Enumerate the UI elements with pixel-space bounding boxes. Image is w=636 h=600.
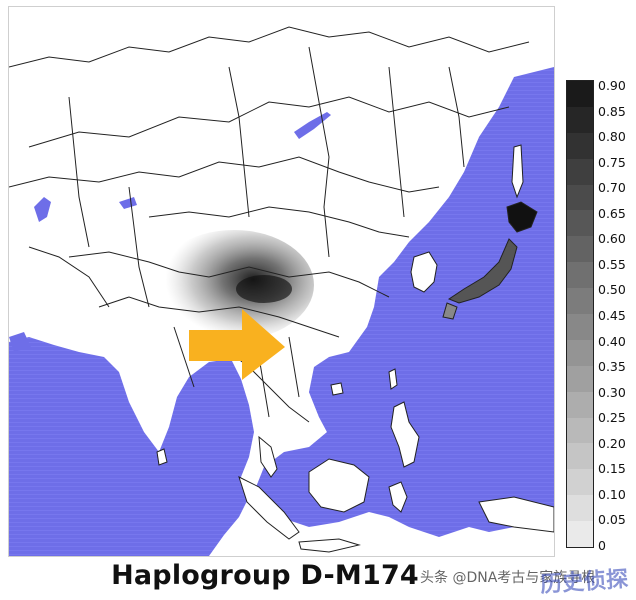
legend-tick-label: 0 — [598, 537, 606, 553]
legend-tick-label: 0.90 — [598, 77, 626, 93]
legend-tick-label: 0.20 — [598, 435, 626, 451]
legend-tick-label: 0.60 — [598, 231, 626, 247]
malay-peninsula — [258, 435, 278, 478]
new-guinea — [478, 496, 554, 533]
legend-tick-label: 0.30 — [598, 384, 626, 400]
philippines — [390, 401, 420, 468]
legend-tick-label: 0.70 — [598, 179, 626, 195]
legend-tick-label: 0.25 — [598, 409, 626, 425]
watermark-text: 头条 @DNA考古与家族寻根 — [420, 570, 596, 586]
sakhalin — [511, 144, 524, 199]
borneo — [308, 458, 370, 513]
taiwan — [388, 368, 398, 390]
haplogroup-density-core — [236, 275, 292, 303]
legend-step — [567, 158, 593, 185]
watermark-stamp: 历史侦探 — [539, 565, 629, 599]
legend-tick-label: 0.40 — [598, 333, 626, 349]
legend-tick-label: 0.55 — [598, 256, 626, 272]
legend-tick-label: 0.85 — [598, 103, 626, 119]
hokkaido — [506, 201, 538, 233]
legend-step — [567, 443, 593, 470]
legend-step — [567, 417, 593, 444]
sri-lanka — [156, 448, 168, 466]
legend-tick-label: 0.10 — [598, 486, 626, 502]
legend-tick-label: 0.75 — [598, 154, 626, 170]
south-china-sea — [309, 379, 364, 432]
legend-step — [567, 106, 593, 133]
legend-step — [567, 314, 593, 340]
legend-step — [567, 81, 593, 107]
legend-step — [567, 469, 593, 496]
legend-tick-label: 0.65 — [598, 205, 626, 221]
legend-step — [567, 288, 593, 315]
map-canvas — [9, 7, 554, 556]
korea — [410, 251, 438, 293]
map-title: Haplogroup D-M174 — [111, 560, 419, 591]
arrow-right-icon — [189, 309, 285, 380]
persian-gulf — [9, 332, 31, 352]
haplogroup-density-region — [154, 230, 314, 340]
legend-tick-label: 0.35 — [598, 358, 626, 374]
legend-tick-label: 0.50 — [598, 282, 626, 298]
legend-step — [567, 521, 593, 548]
aral-sea — [119, 197, 137, 209]
honshu — [447, 238, 518, 304]
sea-of-japan — [429, 212, 479, 257]
legend-step — [567, 365, 593, 392]
legend-step — [567, 210, 593, 237]
java — [298, 538, 361, 553]
legend-step — [567, 236, 593, 263]
sulawesi — [388, 481, 408, 513]
legend-step — [567, 132, 593, 159]
map-frame — [8, 6, 555, 557]
legend-tick-label: 0.15 — [598, 461, 626, 477]
sumatra — [238, 476, 300, 540]
caspian-sea — [34, 197, 51, 222]
legend-tick-label: 0.45 — [598, 307, 626, 323]
legend-tick-label: 0.80 — [598, 128, 626, 144]
kyushu — [442, 302, 458, 320]
indian-ocean — [9, 337, 254, 556]
legend-step — [567, 391, 593, 418]
legend-color-bar — [566, 80, 594, 548]
legend-ticks: 0.90 0.85 0.80 0.75 0.70 0.65 0.60 0.55 0.50 0.45… — [598, 77, 636, 551]
color-legend: 0.90 0.85 0.80 0.75 0.70 0.65 0.60 0.55 0.50 0.45… — [566, 79, 632, 551]
legend-step — [567, 184, 593, 211]
legend-tick-label: 0.05 — [598, 512, 626, 528]
legend-step — [567, 262, 593, 289]
country-borders — [9, 26, 530, 423]
legend-step — [567, 339, 593, 366]
hainan — [330, 382, 344, 396]
legend-step — [567, 495, 593, 522]
